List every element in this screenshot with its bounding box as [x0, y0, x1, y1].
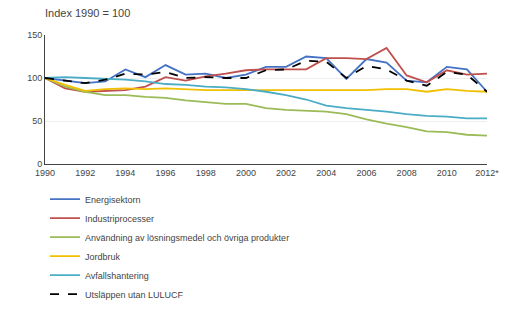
svg-text:1996: 1996 — [156, 168, 176, 178]
svg-text:2000: 2000 — [236, 168, 256, 178]
svg-text:Jordbruk: Jordbruk — [85, 252, 121, 262]
svg-text:50: 50 — [32, 116, 42, 126]
svg-text:150: 150 — [27, 30, 42, 40]
svg-text:2006: 2006 — [356, 168, 376, 178]
svg-text:2012*: 2012* — [475, 168, 499, 178]
svg-text:0: 0 — [37, 159, 42, 169]
svg-text:2010: 2010 — [437, 168, 457, 178]
svg-text:Användning av lösningsmedel oc: Användning av lösningsmedel och övriga p… — [85, 233, 289, 243]
svg-text:2002: 2002 — [276, 168, 296, 178]
svg-text:2008: 2008 — [397, 168, 417, 178]
svg-text:100: 100 — [27, 73, 42, 83]
svg-text:Industriprocesser: Industriprocesser — [85, 214, 154, 224]
svg-text:1994: 1994 — [115, 168, 135, 178]
svg-text:2004: 2004 — [316, 168, 336, 178]
svg-text:Energisektorn: Energisektorn — [85, 195, 141, 205]
svg-text:1990: 1990 — [35, 168, 55, 178]
svg-text:Avfallshantering: Avfallshantering — [85, 271, 149, 281]
svg-text:1992: 1992 — [75, 168, 95, 178]
svg-text:Index 1990 = 100: Index 1990 = 100 — [45, 7, 130, 19]
svg-text:1998: 1998 — [196, 168, 216, 178]
svg-text:Utsläppen utan LULUCF: Utsläppen utan LULUCF — [85, 290, 184, 300]
